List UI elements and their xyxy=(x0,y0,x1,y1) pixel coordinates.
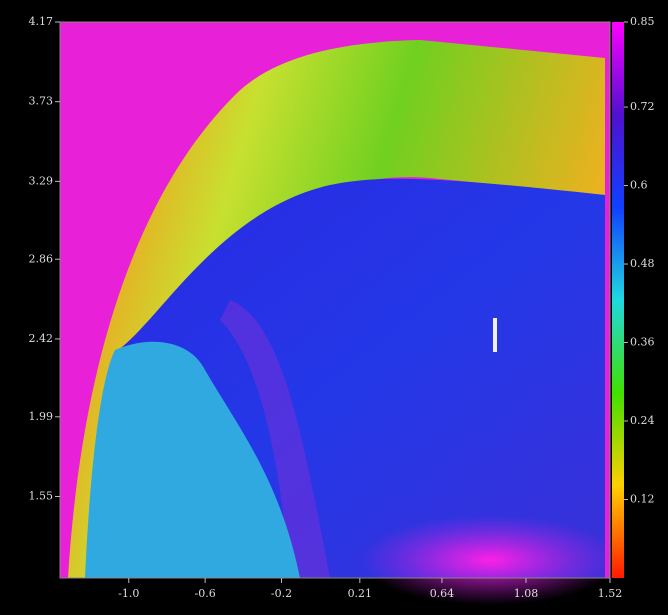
x-tick-label: -0.6 xyxy=(195,587,216,600)
x-tick-label: 1.08 xyxy=(514,587,539,600)
heatmap-field xyxy=(60,22,620,605)
colorbar-tick-label: 0.24 xyxy=(630,414,655,427)
y-tick-label: 1.55 xyxy=(29,490,54,503)
y-tick-label: 3.29 xyxy=(29,174,54,187)
x-tick-label: 0.21 xyxy=(348,587,373,600)
y-tick-label: 3.73 xyxy=(29,95,54,108)
x-tick-label: -1.0 xyxy=(118,587,139,600)
colorbar-tick-label: 0.6 xyxy=(630,179,648,192)
colorbar xyxy=(612,22,624,578)
y-tick-label: 2.86 xyxy=(29,252,54,265)
colorbar-tick-label: 0.12 xyxy=(630,493,655,506)
plot-frame xyxy=(59,21,611,579)
y-tick-label: 2.42 xyxy=(29,332,54,345)
colorbar-tick-label: 0.72 xyxy=(630,100,655,113)
y-tick-label: 4.17 xyxy=(29,15,54,28)
y-tick-label: 1.99 xyxy=(29,410,54,423)
x-tick-label: 0.64 xyxy=(430,587,455,600)
colorbar-tick-label: 0.36 xyxy=(630,336,655,349)
x-tick-label: 1.52 xyxy=(598,587,623,600)
colorbar-tick-label: 0.48 xyxy=(630,257,655,270)
x-tick-label: -0.2 xyxy=(271,587,292,600)
colorbar-tick-label: 0.85 xyxy=(630,15,655,28)
